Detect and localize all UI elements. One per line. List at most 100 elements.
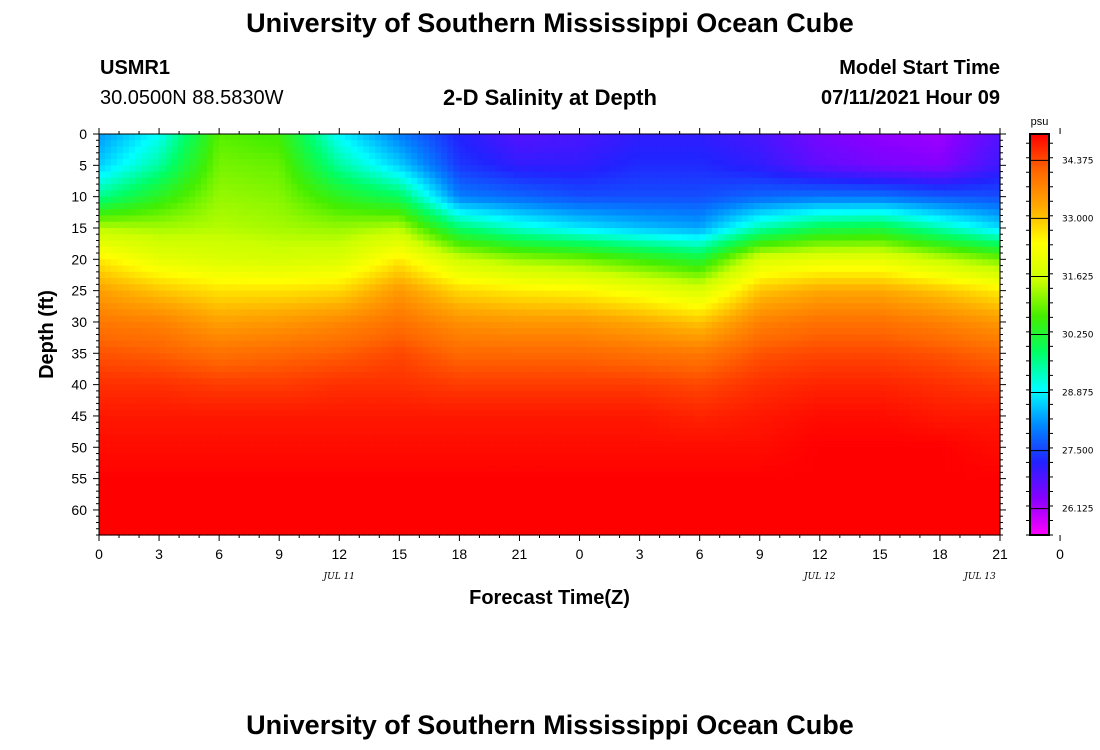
heatmap-cell	[327, 441, 334, 448]
heatmap-cell	[417, 509, 424, 517]
heatmap-cell	[333, 528, 340, 536]
heatmap-cell	[141, 202, 148, 210]
heatmap-cell	[447, 509, 454, 517]
heatmap-cell	[387, 134, 394, 141]
heatmap-cell	[267, 209, 274, 217]
heatmap-cell	[519, 447, 527, 455]
heatmap-cell	[543, 409, 551, 417]
heatmap-cell	[303, 259, 310, 267]
heatmap-cell	[519, 240, 527, 248]
heatmap-cell	[321, 340, 328, 348]
heatmap-cell	[537, 378, 545, 386]
heatmap-cell	[555, 334, 563, 342]
heatmap-cell	[219, 165, 226, 173]
heatmap-cell	[237, 177, 244, 185]
heatmap-cell	[525, 403, 533, 411]
heatmap-cell	[537, 290, 545, 298]
heatmap-cell	[135, 253, 142, 260]
heatmap-cell	[375, 146, 382, 154]
heatmap-cell	[303, 253, 310, 260]
heatmap-cell	[315, 165, 322, 173]
heatmap-cell	[309, 309, 316, 317]
heatmap-cell	[381, 240, 388, 248]
heatmap-cell	[453, 365, 460, 373]
heatmap-cell	[327, 227, 334, 235]
heatmap-cell	[225, 296, 232, 304]
heatmap-cell	[387, 253, 394, 260]
heatmap-cell	[477, 378, 485, 386]
heatmap-cell	[465, 365, 473, 373]
heatmap-cell	[375, 466, 382, 473]
heatmap-cell	[237, 466, 244, 473]
heatmap-cell	[501, 403, 509, 411]
heatmap-cell	[135, 397, 142, 405]
heatmap-cell	[309, 321, 316, 329]
heatmap-cell	[483, 497, 491, 505]
heatmap-cell	[555, 240, 563, 248]
heatmap-cell	[345, 353, 352, 361]
heatmap-cell	[501, 347, 509, 354]
heatmap-cell	[321, 522, 328, 530]
heatmap-cell	[129, 309, 136, 317]
heatmap-cell	[465, 447, 473, 455]
heatmap-cell	[375, 428, 382, 436]
heatmap-cell	[237, 409, 244, 417]
heatmap-cell	[453, 290, 460, 298]
heatmap-cell	[291, 415, 298, 423]
heatmap-cell	[441, 315, 448, 323]
heatmap-cell	[501, 271, 509, 279]
heatmap-cell	[387, 227, 394, 235]
heatmap-cell	[153, 403, 160, 411]
heatmap-cell	[471, 315, 479, 323]
heatmap-cell	[555, 165, 563, 173]
heatmap-cell	[201, 447, 208, 455]
heatmap-cell	[273, 171, 280, 179]
heatmap-cell	[477, 447, 485, 455]
heatmap-cell	[279, 290, 286, 298]
heatmap-cell	[399, 522, 406, 530]
heatmap-cell	[501, 134, 509, 141]
heatmap-cell	[507, 397, 515, 405]
heatmap-cell	[237, 434, 244, 442]
heatmap-cell	[153, 134, 160, 141]
heatmap-cell	[405, 328, 412, 336]
heatmap-cell	[135, 447, 142, 455]
heatmap-cell	[267, 296, 274, 304]
heatmap-cell	[399, 434, 406, 442]
heatmap-cell	[501, 503, 509, 511]
heatmap-cell	[183, 384, 190, 392]
heatmap-cell	[423, 434, 430, 442]
heatmap-cell	[135, 415, 142, 423]
heatmap-cell	[321, 390, 328, 398]
heatmap-cell	[375, 409, 382, 417]
heatmap-cell	[525, 372, 533, 379]
heatmap-cell	[471, 503, 479, 511]
heatmap-cell	[243, 315, 250, 323]
heatmap-cell	[321, 447, 328, 455]
heatmap-cell	[435, 278, 442, 285]
heatmap-cell	[429, 259, 436, 267]
heatmap-cell	[441, 390, 448, 398]
heatmap-cell	[441, 171, 448, 179]
heatmap-cell	[423, 428, 430, 436]
heatmap-cell	[465, 309, 473, 317]
heatmap-cell	[231, 234, 238, 242]
heatmap-cell	[483, 365, 491, 373]
heatmap-cell	[207, 447, 214, 455]
heatmap-cell	[525, 415, 533, 423]
heatmap-cell	[99, 453, 106, 461]
heatmap-cell	[519, 202, 527, 210]
heatmap-cell	[291, 466, 298, 473]
heatmap-cell	[291, 184, 298, 191]
heatmap-cell	[279, 359, 286, 367]
heatmap-cell	[477, 152, 485, 160]
heatmap-cell	[555, 415, 563, 423]
heatmap-cell	[411, 409, 418, 417]
heatmap-cell	[531, 234, 539, 242]
heatmap-cell	[531, 372, 539, 379]
heatmap-cell	[363, 384, 370, 392]
heatmap-cell	[225, 165, 232, 173]
heatmap-cell	[129, 271, 136, 279]
heatmap-cell	[195, 522, 202, 530]
heatmap-cell	[171, 397, 178, 405]
